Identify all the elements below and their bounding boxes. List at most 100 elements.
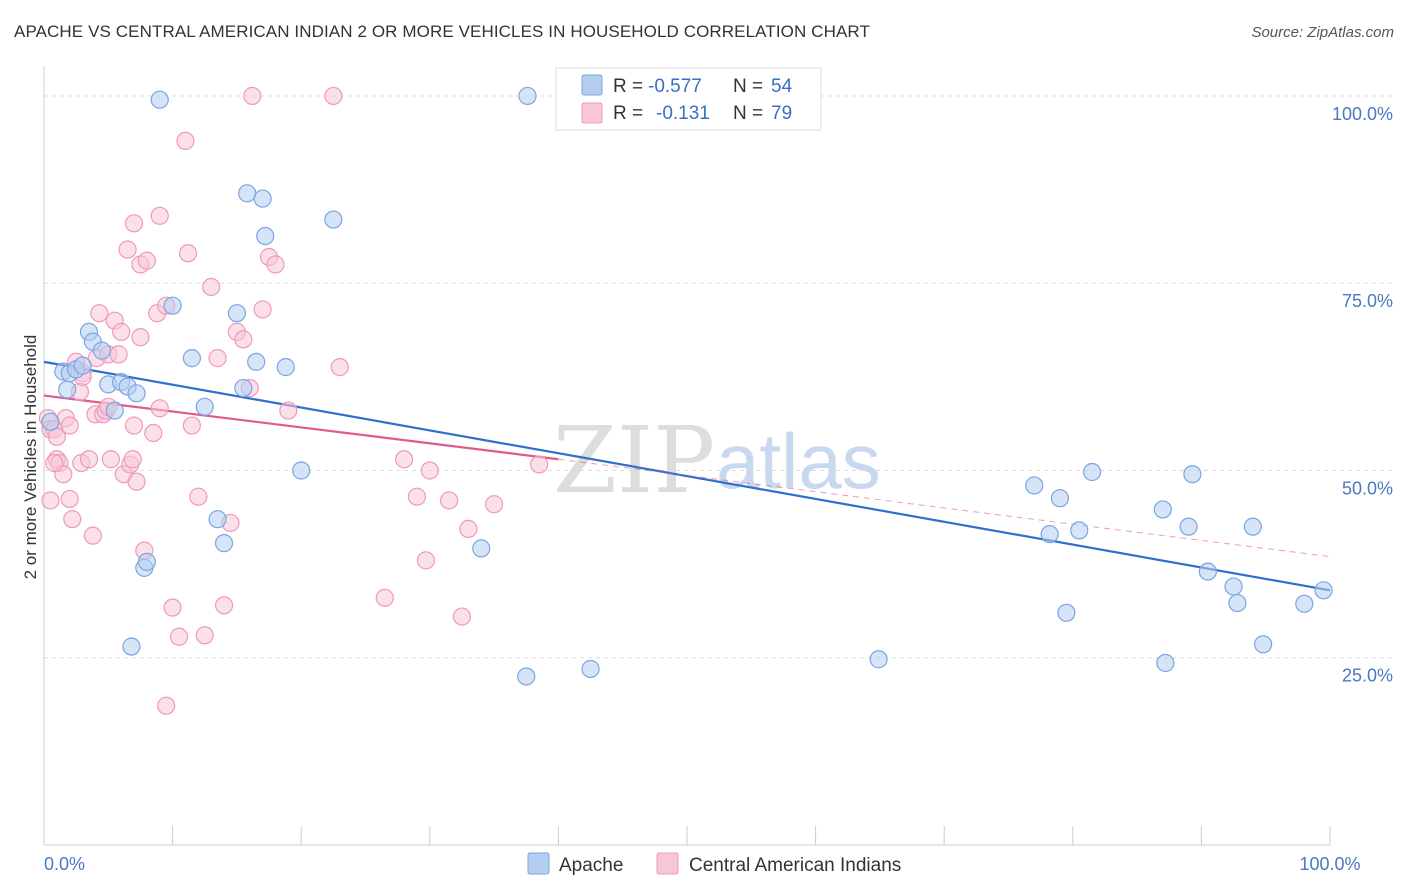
apache-point — [869, 650, 888, 669]
y-tick-label: 50.0% — [1342, 478, 1393, 498]
apache-point — [472, 539, 491, 558]
central-american-point — [150, 399, 169, 418]
central-american-point — [150, 206, 169, 225]
apache-point — [1198, 562, 1217, 581]
legend-n-value-apache: 54 — [771, 76, 793, 97]
apache-point — [1070, 521, 1089, 540]
apache-point — [238, 184, 257, 203]
bottom-legend-swatch-apache — [527, 852, 550, 875]
watermark-zip: ZIP — [553, 407, 715, 514]
central-american-point — [375, 588, 394, 607]
apache-point — [195, 397, 214, 416]
trend-line-extension — [558, 458, 1331, 558]
apache-point — [227, 304, 246, 323]
apache-point — [581, 659, 600, 679]
central-american-point — [416, 551, 436, 570]
central-american-point — [163, 598, 182, 617]
central-american-point — [530, 455, 549, 474]
legend-n-value-central-american: 79 — [771, 103, 792, 124]
apache-point — [1254, 635, 1273, 654]
apache-point — [1040, 525, 1059, 544]
central-american-point — [169, 627, 189, 646]
apache-point — [1153, 500, 1172, 519]
apache-point — [1183, 465, 1202, 484]
apache-point — [518, 86, 537, 106]
chart-title: APACHE VS CENTRAL AMERICAN INDIAN 2 OR M… — [14, 22, 870, 41]
apache-point — [73, 356, 92, 375]
central-american-point — [182, 416, 201, 435]
central-american-point — [41, 491, 60, 510]
central-american-point — [324, 86, 343, 106]
apache-point — [41, 412, 60, 431]
apache-point — [253, 189, 272, 208]
apache-point — [208, 510, 227, 529]
central-american-point — [127, 472, 146, 491]
central-american-point — [131, 328, 150, 347]
central-american-point — [157, 696, 176, 715]
central-american-point — [101, 450, 120, 469]
apache-point — [247, 352, 266, 371]
source-label: Source: ZipAtlas.com — [1251, 24, 1394, 41]
grid-lines — [44, 95, 1392, 659]
apache-point — [1224, 577, 1243, 596]
apache-point — [292, 461, 311, 480]
tick-labels: 0.0% 100.0% 25.0% 50.0% 75.0% 100.0% — [44, 104, 1393, 874]
y-tick-label: 25.0% — [1342, 666, 1393, 686]
central-american-point — [243, 86, 262, 106]
central-american-point — [178, 244, 198, 263]
legend-r-value-central-american: -0.131 — [656, 103, 710, 124]
central-american-point — [124, 416, 144, 435]
apache-point — [1243, 517, 1262, 536]
central-american-point — [214, 596, 234, 615]
apache-point — [182, 349, 201, 368]
watermark: ZIP atlas — [553, 407, 881, 514]
apache-point — [58, 380, 77, 399]
bottom-legend: Apache Central American Indians — [527, 852, 901, 876]
central-american-point — [459, 519, 478, 539]
apache-point — [256, 226, 275, 246]
central-american-point — [266, 255, 285, 274]
central-american-point — [124, 214, 144, 233]
x-tick-label: 0.0% — [44, 854, 85, 874]
central-american-point — [176, 131, 195, 151]
legend-r-value-apache: -0.577 — [648, 76, 702, 97]
central-american-point — [452, 607, 472, 626]
apache-point — [1082, 462, 1102, 482]
trend-lines — [43, 360, 1331, 592]
apache-point — [214, 534, 234, 553]
central-american-point — [234, 330, 253, 349]
legend-r-label-central-american: R = — [613, 103, 643, 124]
central-american-point — [90, 304, 109, 323]
apache-point — [1057, 603, 1076, 622]
central-american-point — [407, 487, 427, 506]
central-american-point — [485, 495, 504, 514]
apache-point — [234, 378, 253, 398]
central-american-point — [79, 450, 99, 469]
central-american-point — [189, 487, 208, 506]
y-axis-label: 2 or more Vehicles in Household — [21, 335, 40, 580]
central-american-point — [109, 345, 128, 364]
central-american-point — [137, 251, 156, 270]
central-american-point — [279, 401, 298, 420]
legend-swatch-apache — [581, 74, 603, 96]
legend: R = -0.577 N = 54 R = -0.131 N = 79 — [555, 67, 822, 131]
apache-point — [1156, 653, 1175, 673]
apache-point — [276, 358, 295, 377]
apache-point — [517, 667, 536, 686]
central-american-point — [208, 349, 227, 368]
central-american-point — [439, 491, 459, 510]
central-american-point — [60, 489, 79, 509]
apache-point — [163, 296, 182, 315]
apache-point — [1025, 476, 1044, 495]
central-american-point — [47, 427, 66, 446]
bottom-legend-label-apache: Apache — [559, 855, 623, 876]
apache-trend-line — [43, 360, 1331, 592]
central-american-point — [123, 450, 142, 469]
legend-n-label-central-american: N = — [733, 103, 763, 124]
apache-point — [122, 637, 141, 656]
apache-point — [127, 384, 146, 403]
central-american-trend-line — [43, 394, 559, 461]
legend-n-label-apache: N = — [733, 76, 763, 97]
legend-swatch-central-american — [581, 102, 603, 124]
